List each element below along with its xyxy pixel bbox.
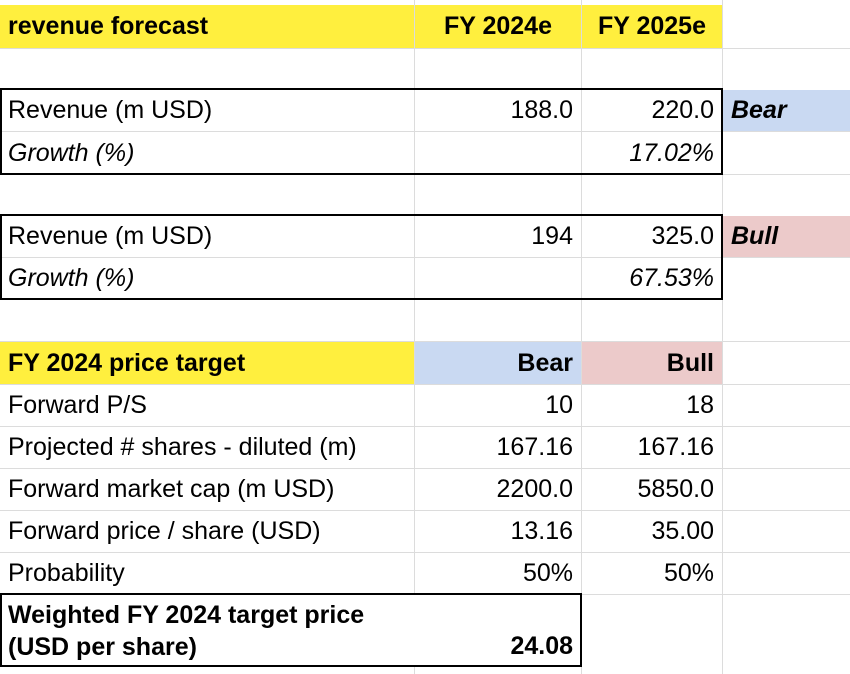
gridline — [0, 257, 850, 258]
bear-forward-market-cap[interactable]: 2200.0 — [496, 475, 573, 503]
gridline — [581, 0, 582, 674]
bull-growth-label[interactable]: Growth (%) — [8, 264, 135, 292]
col-header-fy2025e[interactable]: FY 2025e — [582, 5, 722, 48]
border-line — [0, 593, 582, 595]
bull-forward-market-cap[interactable]: 5850.0 — [637, 475, 714, 503]
border-line — [0, 88, 723, 90]
bear-growth-2025[interactable]: 17.02% — [629, 138, 714, 167]
border-line — [0, 214, 723, 216]
border-line — [0, 88, 2, 175]
gridline — [0, 510, 850, 511]
row-label-forward-ps[interactable]: Forward P/S — [8, 391, 147, 419]
bull-scenario-label[interactable]: Bull — [723, 216, 850, 257]
bear-scenario-label[interactable]: Bear — [723, 90, 850, 131]
bear-forward-ps[interactable]: 10 — [545, 391, 573, 419]
weighted-target-cell[interactable] — [0, 595, 582, 667]
row-label-projected-shares[interactable]: Projected # shares - diluted (m) — [8, 433, 357, 461]
row-label-forward-price-share[interactable]: Forward price / share (USD) — [8, 517, 321, 545]
border-line — [0, 665, 582, 667]
bull-growth-2025[interactable]: 67.53% — [629, 264, 714, 292]
col-header-fy2024e[interactable]: FY 2024e — [415, 5, 581, 48]
gridline — [414, 0, 415, 674]
gridline — [0, 426, 850, 427]
gridline — [0, 552, 850, 553]
bull-forward-ps[interactable]: 18 — [686, 391, 714, 419]
bear-probability[interactable]: 50% — [522, 559, 573, 587]
bear-revenue-label[interactable]: Revenue (m USD) — [8, 96, 213, 124]
border-line — [0, 173, 723, 175]
weighted-target-label[interactable]: Weighted FY 2024 target price (USD per s… — [8, 601, 365, 661]
gridline — [0, 131, 850, 132]
border-line — [721, 214, 723, 300]
bull-revenue-2024[interactable]: 194 — [531, 222, 573, 250]
bear-projected-shares[interactable]: 167.16 — [496, 433, 573, 461]
bear-forward-price-share[interactable]: 13.16 — [510, 517, 573, 545]
bull-probability[interactable]: 50% — [663, 559, 714, 587]
gridline — [0, 384, 850, 385]
bull-projected-shares[interactable]: 167.16 — [637, 433, 714, 461]
weighted-target-value[interactable]: 24.08 — [510, 631, 573, 660]
col-header-bull[interactable]: Bull — [582, 342, 722, 384]
bull-forward-price-share[interactable]: 35.00 — [651, 517, 714, 545]
gridline — [0, 341, 850, 342]
gridline — [0, 468, 850, 469]
border-line — [0, 298, 723, 300]
row-label-probability[interactable]: Probability — [8, 559, 125, 587]
bear-revenue-2025[interactable]: 220.0 — [651, 96, 714, 124]
border-line — [580, 593, 582, 667]
border-line — [721, 88, 723, 175]
border-line — [0, 214, 2, 300]
row-label-forward-market-cap[interactable]: Forward market cap (m USD) — [8, 475, 335, 503]
bull-revenue-label[interactable]: Revenue (m USD) — [8, 222, 213, 250]
bear-revenue-2024[interactable]: 188.0 — [510, 96, 573, 124]
forecast-title[interactable]: revenue forecast — [0, 5, 414, 48]
col-header-bear[interactable]: Bear — [415, 342, 581, 384]
gridline — [0, 48, 850, 49]
bull-revenue-2025[interactable]: 325.0 — [651, 222, 714, 250]
gridline — [722, 0, 723, 674]
price-target-title[interactable]: FY 2024 price target — [0, 342, 414, 384]
border-line — [0, 593, 2, 667]
bear-growth-label[interactable]: Growth (%) — [8, 138, 135, 167]
